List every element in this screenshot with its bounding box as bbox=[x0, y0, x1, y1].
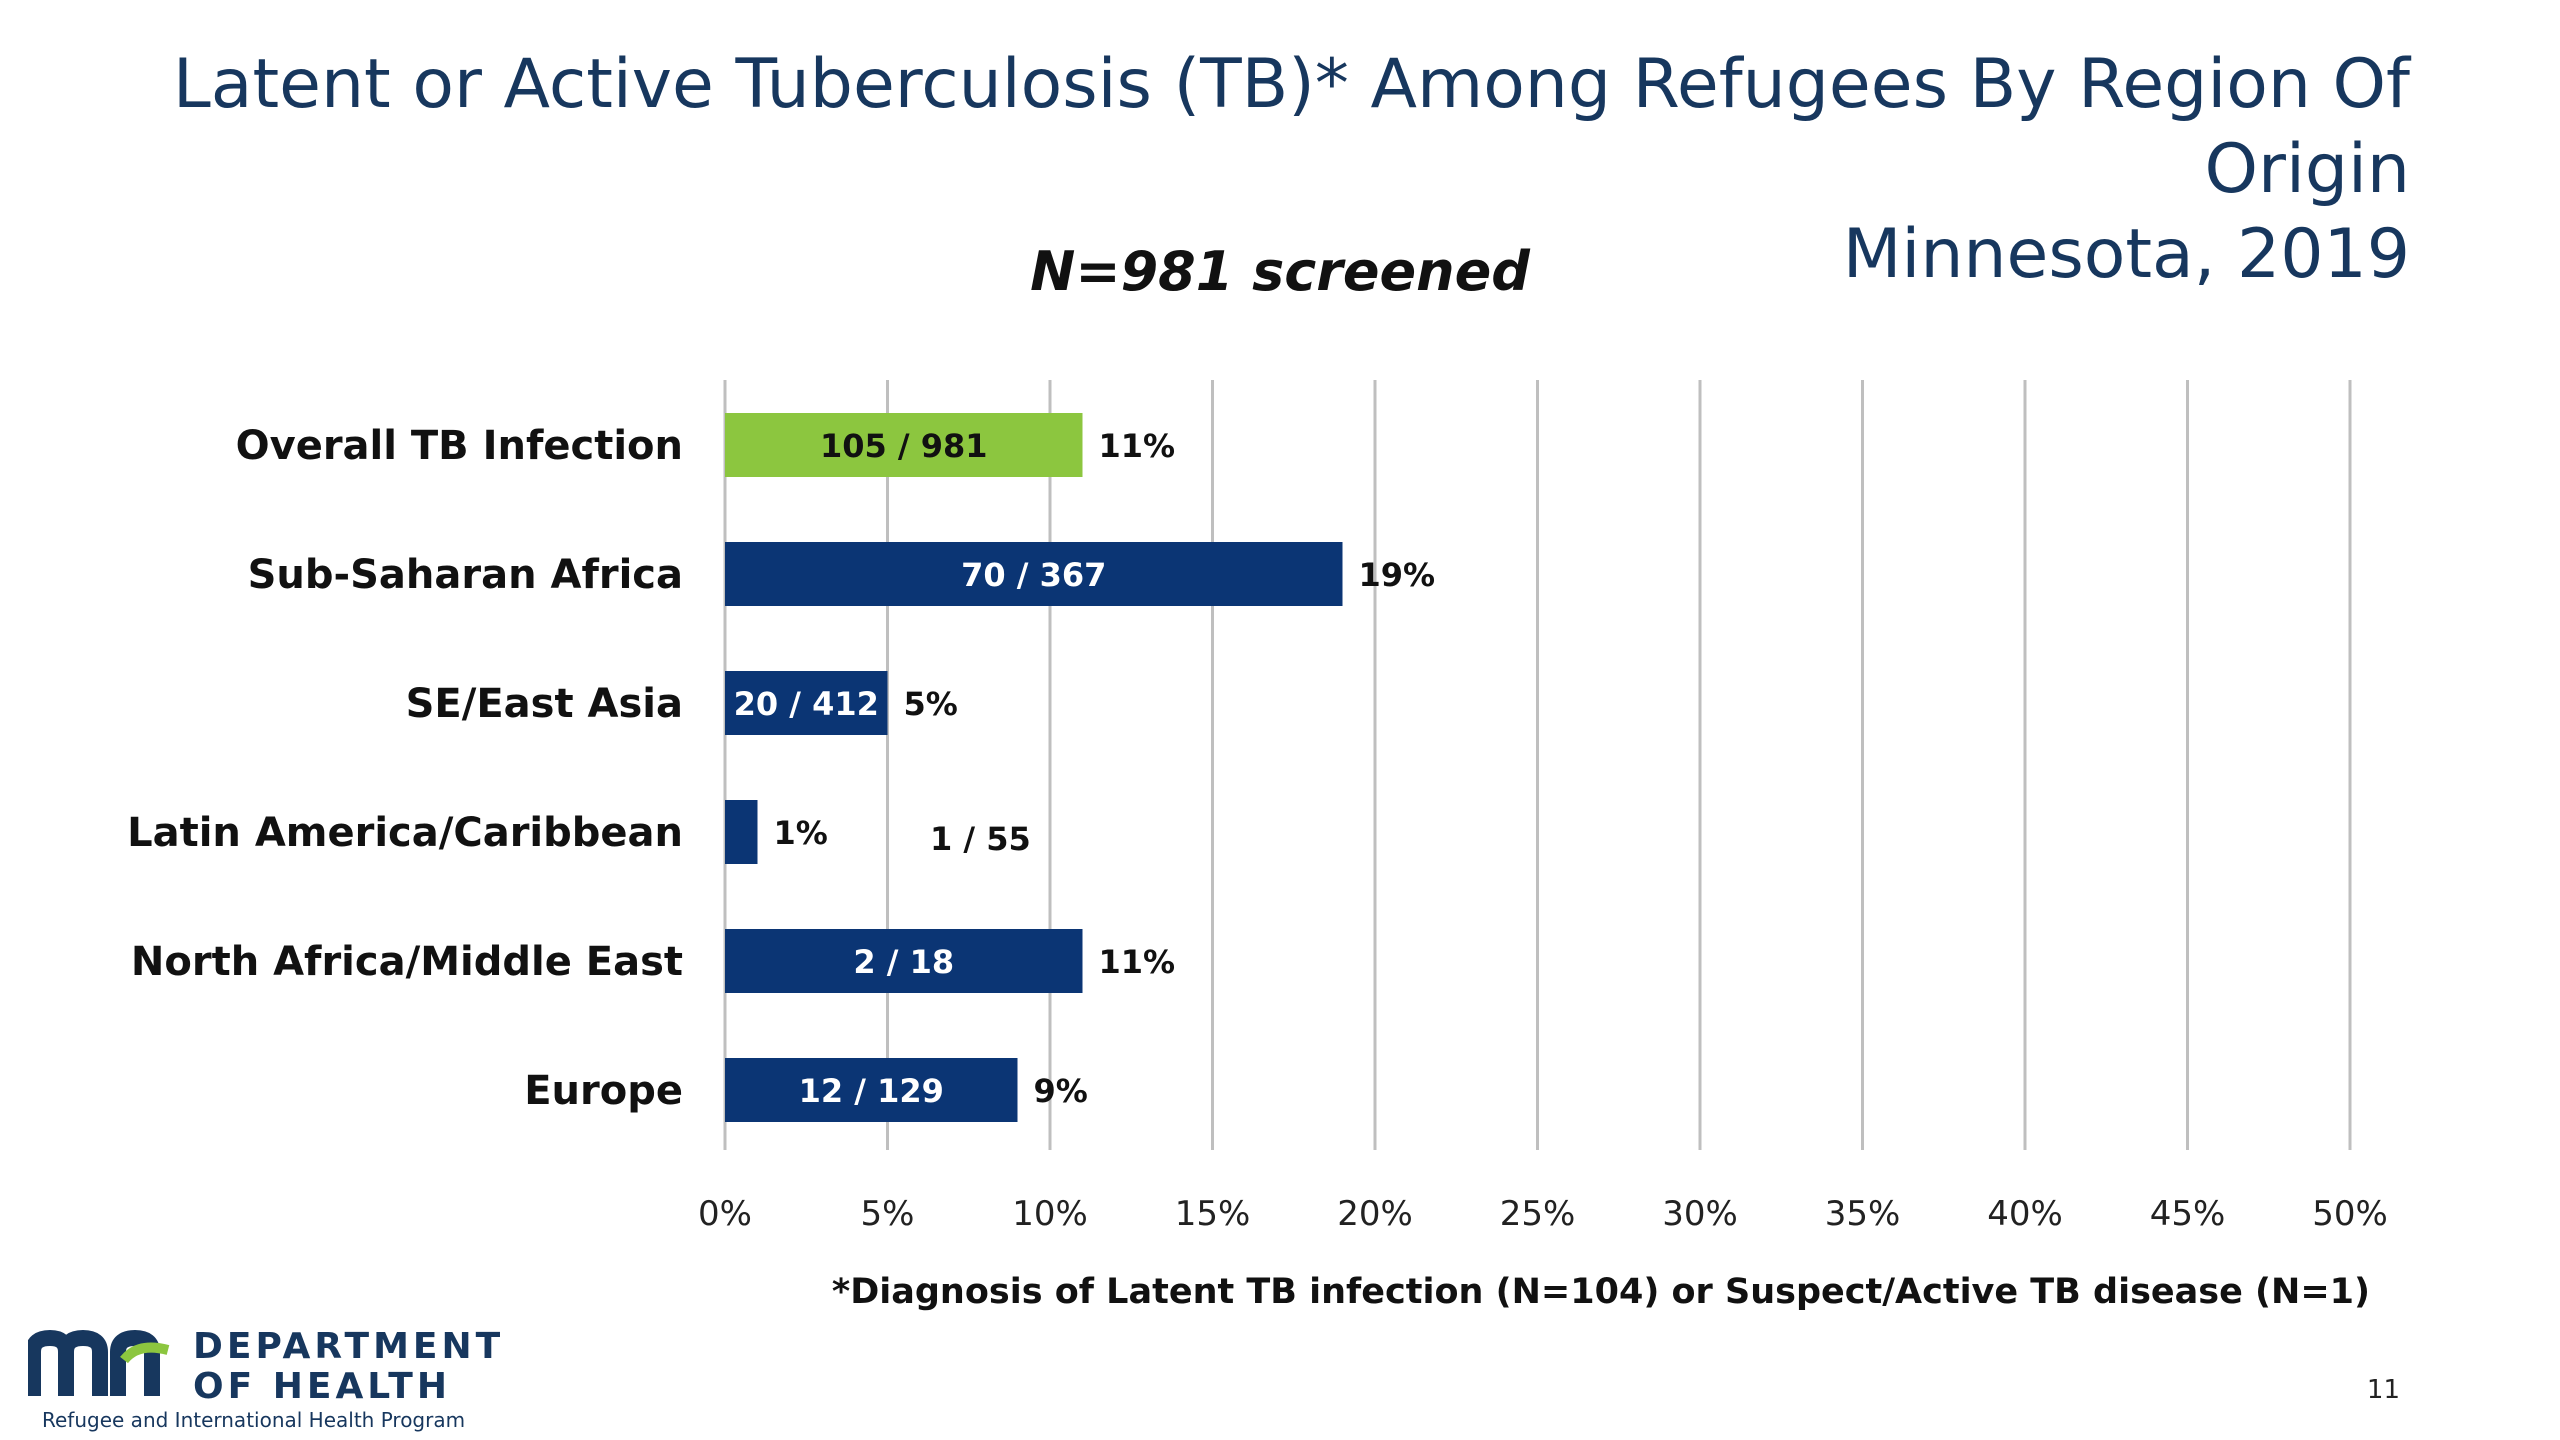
count-label: 12 / 129 bbox=[799, 1072, 944, 1110]
title-line-2: Minnesota, 2019 bbox=[1842, 215, 2410, 294]
logo-text-department: DEPARTMENT bbox=[193, 1326, 505, 1367]
x-tick-label: 30% bbox=[1662, 1194, 1738, 1234]
value-label: 1% bbox=[774, 814, 828, 852]
x-tick-label: 5% bbox=[861, 1194, 915, 1234]
x-tick-label: 15% bbox=[1175, 1194, 1251, 1234]
bar bbox=[725, 800, 758, 864]
category-label: SE/East Asia bbox=[406, 681, 683, 727]
x-tick-label: 45% bbox=[2150, 1194, 2226, 1234]
chart-subtitle: N=981 screened bbox=[1030, 240, 1530, 303]
bar-chart: 11% 105 / 981 19% 70 / 367 5% 20 / 412 1% 1 / 5… bbox=[127, 380, 2388, 1234]
category-label: Europe bbox=[524, 1068, 683, 1114]
logo-program-name: Refugee and International Health Program bbox=[42, 1408, 466, 1432]
category-labels: Overall TB Infection Sub-Saharan Africa SE… bbox=[127, 423, 683, 1114]
value-label: 11% bbox=[1099, 943, 1176, 981]
footnote: *Diagnosis of Latent TB infection (N=104… bbox=[831, 1272, 2370, 1312]
page-number: 11 bbox=[2366, 1375, 2400, 1405]
x-tick-label: 35% bbox=[1825, 1194, 1901, 1234]
x-tick-label: 10% bbox=[1012, 1194, 1088, 1234]
mn-logo-icon bbox=[28, 1330, 170, 1396]
category-label: North Africa/Middle East bbox=[131, 939, 683, 985]
title-line-1: Latent or Active Tuberculosis (TB)* Amon… bbox=[172, 45, 2410, 209]
value-label: 9% bbox=[1034, 1072, 1088, 1110]
bar bbox=[725, 929, 1083, 993]
x-tick-label: 50% bbox=[2312, 1194, 2388, 1234]
x-tick-label: 25% bbox=[1500, 1194, 1576, 1234]
bar bbox=[725, 542, 1343, 606]
category-label: Sub-Saharan Africa bbox=[248, 552, 683, 598]
category-label: Latin America/Caribbean bbox=[127, 810, 683, 856]
x-tick-label: 0% bbox=[698, 1194, 752, 1234]
value-label: 11% bbox=[1099, 427, 1176, 465]
count-label: 2 / 18 bbox=[853, 943, 954, 981]
slide-title: Latent or Active Tuberculosis (TB)* Amon… bbox=[120, 42, 2410, 297]
bar bbox=[725, 671, 888, 735]
value-label: 5% bbox=[904, 685, 958, 723]
bar bbox=[725, 1058, 1018, 1122]
count-label: 20 / 412 bbox=[734, 685, 879, 723]
logo-text-of-health: OF HEALTH bbox=[193, 1366, 451, 1407]
chart-bars: 11% 105 / 981 19% 70 / 367 5% 20 / 412 1% 1 / 5… bbox=[725, 413, 1435, 1122]
x-tick-label: 40% bbox=[1987, 1194, 2063, 1234]
x-tick-label: 20% bbox=[1337, 1194, 1413, 1234]
bar bbox=[725, 413, 1083, 477]
value-label: 19% bbox=[1359, 556, 1436, 594]
category-label: Overall TB Infection bbox=[236, 423, 683, 469]
chart-gridlines bbox=[723, 380, 2352, 1150]
count-label: 70 / 367 bbox=[961, 556, 1106, 594]
x-axis-tick-labels: 0% 5% 10% 15% 20% 25% 30% 35% 40% 45% 50% bbox=[698, 1194, 2388, 1234]
department-of-health-logo: DEPARTMENT OF HEALTH Refugee and Interna… bbox=[28, 1320, 500, 1432]
count-label: 1 / 55 bbox=[930, 820, 1031, 858]
count-label: 105 / 981 bbox=[820, 427, 988, 465]
